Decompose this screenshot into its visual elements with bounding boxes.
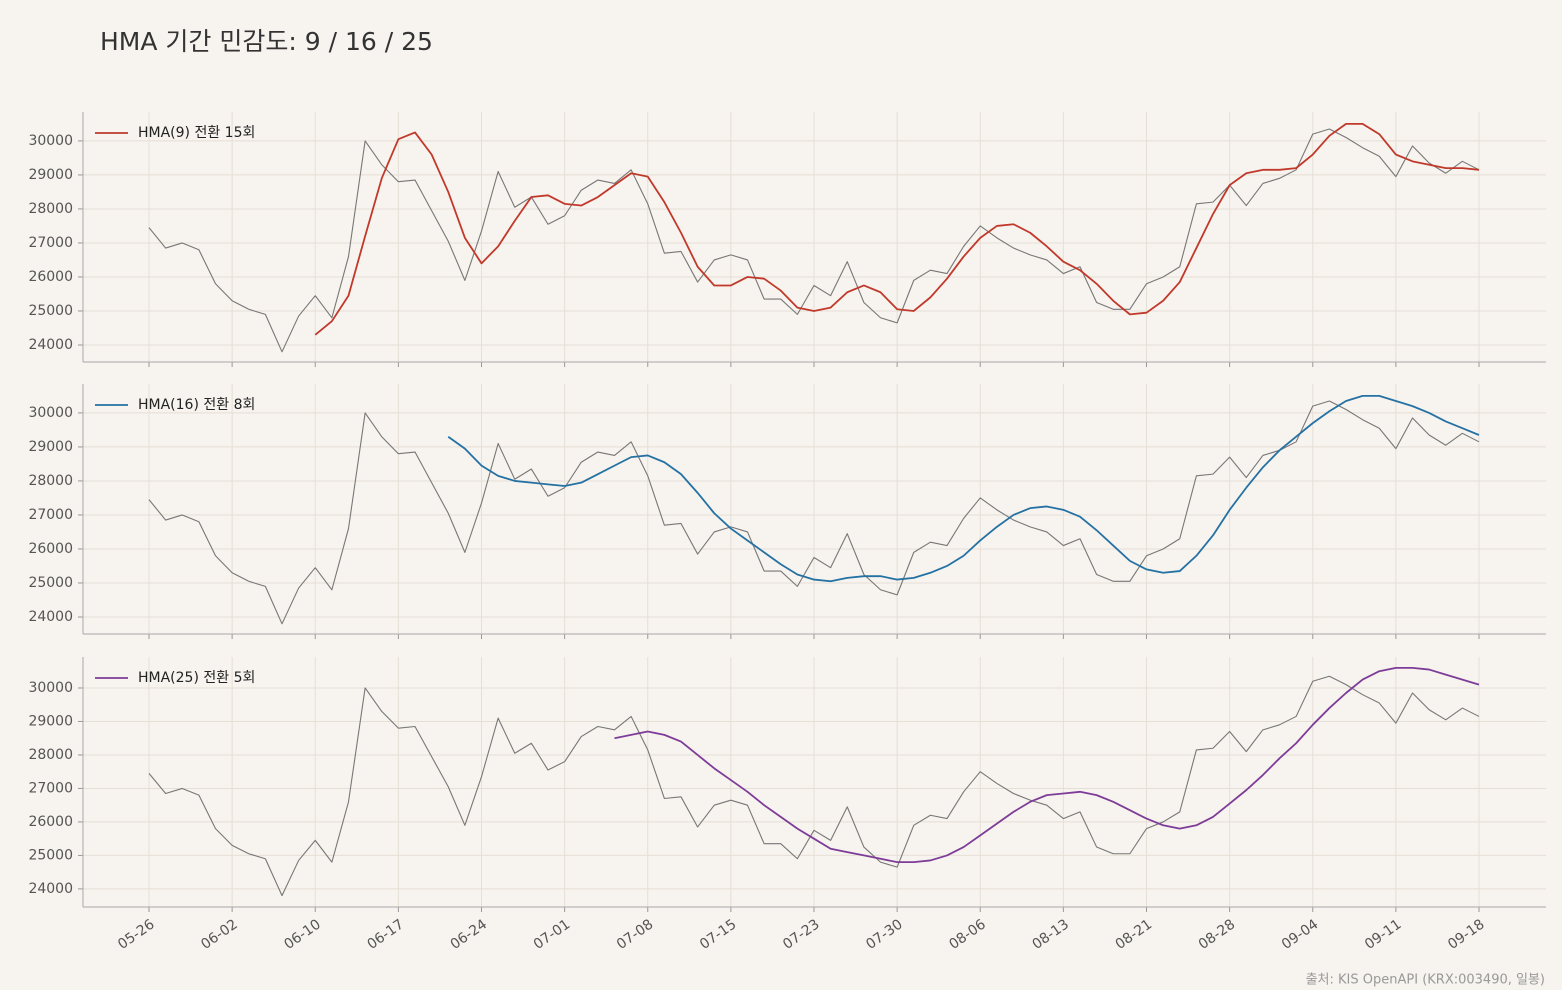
y-tick-label: 26000 [28,269,73,285]
y-tick-label: 24000 [28,609,73,625]
series-line [314,123,1480,336]
legend-label: HMA(25) 전환 5회 [138,670,255,686]
y-tick-label: 26000 [28,541,73,557]
series-line [447,395,1480,583]
y-tick-label: 26000 [28,814,73,830]
y-tick-label: 29000 [28,439,73,455]
legend-label: HMA(16) 전환 8회 [138,397,255,413]
y-tick-label: 29000 [28,167,73,183]
y-tick-label: 25000 [28,303,73,319]
y-tick-label: 24000 [28,337,73,353]
y-tick-label: 29000 [28,713,73,729]
y-tick-label: 25000 [28,575,73,591]
y-tick-label: 28000 [28,201,73,217]
source-note: 출처: KIS OpenAPI (KRX:003490, 일봉) [1306,973,1545,988]
y-tick-label: 24000 [28,881,73,897]
y-tick-label: 27000 [28,507,73,523]
series-line [148,400,1480,625]
y-tick-label: 27000 [28,780,73,796]
series-line [148,128,1480,353]
y-tick-label: 27000 [28,235,73,251]
y-tick-label: 28000 [28,747,73,763]
legend-label: HMA(9) 전환 15회 [138,125,255,141]
figure-title: HMA 기간 민감도: 9 / 16 / 25 [100,27,433,56]
series-line [148,675,1480,897]
y-tick-label: 28000 [28,473,73,489]
y-tick-label: 30000 [28,133,73,149]
y-tick-label: 30000 [28,405,73,421]
y-tick-label: 25000 [28,847,73,863]
series-line [614,666,1480,864]
y-tick-label: 30000 [28,680,73,696]
